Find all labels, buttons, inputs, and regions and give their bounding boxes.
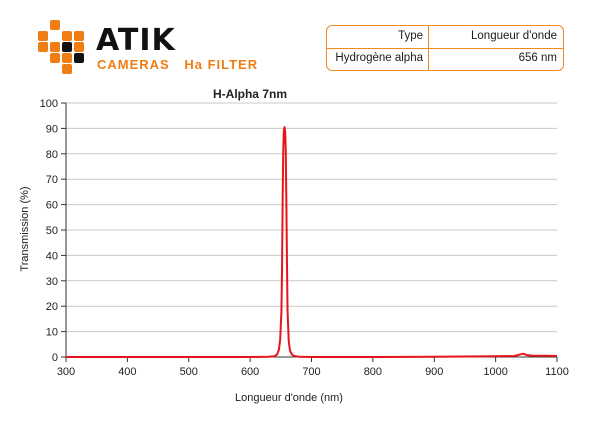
x-tick-label: 700 [302, 366, 320, 378]
y-axis-label: Transmission (%) [19, 186, 31, 271]
logo-square [74, 42, 84, 52]
y-tick-label: 100 [40, 98, 58, 110]
logo-square [74, 31, 84, 41]
x-tick-label: 600 [241, 366, 259, 378]
logo-mosaic-icon [36, 20, 92, 74]
logo-square [62, 42, 72, 52]
logo-square [74, 53, 84, 63]
product-name: Ha FILTER [184, 57, 259, 72]
spec-value-row: Hydrogène alpha 656 nm [327, 48, 563, 70]
logo-square [38, 31, 48, 41]
transmission-series-line [66, 126, 558, 358]
x-tick-label: 500 [180, 366, 198, 378]
logo-square [50, 20, 60, 30]
brand-tagline-row: CAMERAS Ha FILTER [97, 57, 268, 72]
x-tick-label: 1000 [483, 366, 507, 378]
chart-gridlines [66, 102, 557, 333]
brand-name: ATIK [96, 23, 176, 58]
chart-tick-labels: 0 10 20 30 40 50 60 70 80 90 100 300 400 500 600 700 800… [40, 98, 569, 378]
y-tick-label: 80 [46, 149, 58, 161]
y-tick-label: 20 [46, 301, 58, 313]
y-tick-label: 0 [52, 352, 58, 364]
chart-title: H-Alpha 7nm [213, 87, 287, 101]
logo-square [50, 42, 60, 52]
y-tick-label: 40 [46, 250, 58, 262]
x-tick-label: 300 [57, 366, 75, 378]
atik-logo: ATIK CAMERAS Ha FILTER [36, 20, 266, 74]
spec-header-type: Type [327, 26, 429, 48]
chart-series [66, 126, 558, 358]
y-tick-label: 30 [46, 276, 58, 288]
logo-square [62, 31, 72, 41]
x-axis-label: Longueur d'onde (nm) [235, 392, 343, 404]
transmission-chart: H-Alpha 7nm 0 10 20 30 40 50 60 70 80 90 100 300 400… [19, 87, 569, 404]
logo-square [62, 53, 72, 63]
header: ATIK CAMERAS Ha FILTER Type Longueur d'o… [0, 0, 600, 84]
spec-header-wavelength: Longueur d'onde [471, 30, 557, 42]
spec-header-row: Type Longueur d'onde [327, 26, 563, 49]
chart-axes [61, 102, 558, 362]
logo-square [38, 42, 48, 52]
x-tick-label: 800 [364, 366, 382, 378]
logo-square [62, 64, 72, 74]
y-tick-label: 90 [46, 123, 58, 135]
y-tick-label: 70 [46, 174, 58, 186]
y-tick-label: 60 [46, 200, 58, 212]
brand-tagline: CAMERAS [97, 57, 170, 72]
logo-square [50, 53, 60, 63]
y-tick-label: 50 [46, 225, 58, 237]
y-tick-label: 10 [46, 327, 58, 339]
x-tick-label: 400 [118, 366, 136, 378]
filter-spec-table: Type Longueur d'onde Hydrogène alpha 656… [326, 25, 564, 71]
spec-value-type: Hydrogène alpha [327, 48, 429, 70]
x-tick-label: 1100 [545, 366, 569, 378]
spec-value-wavelength: 656 nm [518, 52, 557, 64]
x-tick-label: 900 [425, 366, 443, 378]
